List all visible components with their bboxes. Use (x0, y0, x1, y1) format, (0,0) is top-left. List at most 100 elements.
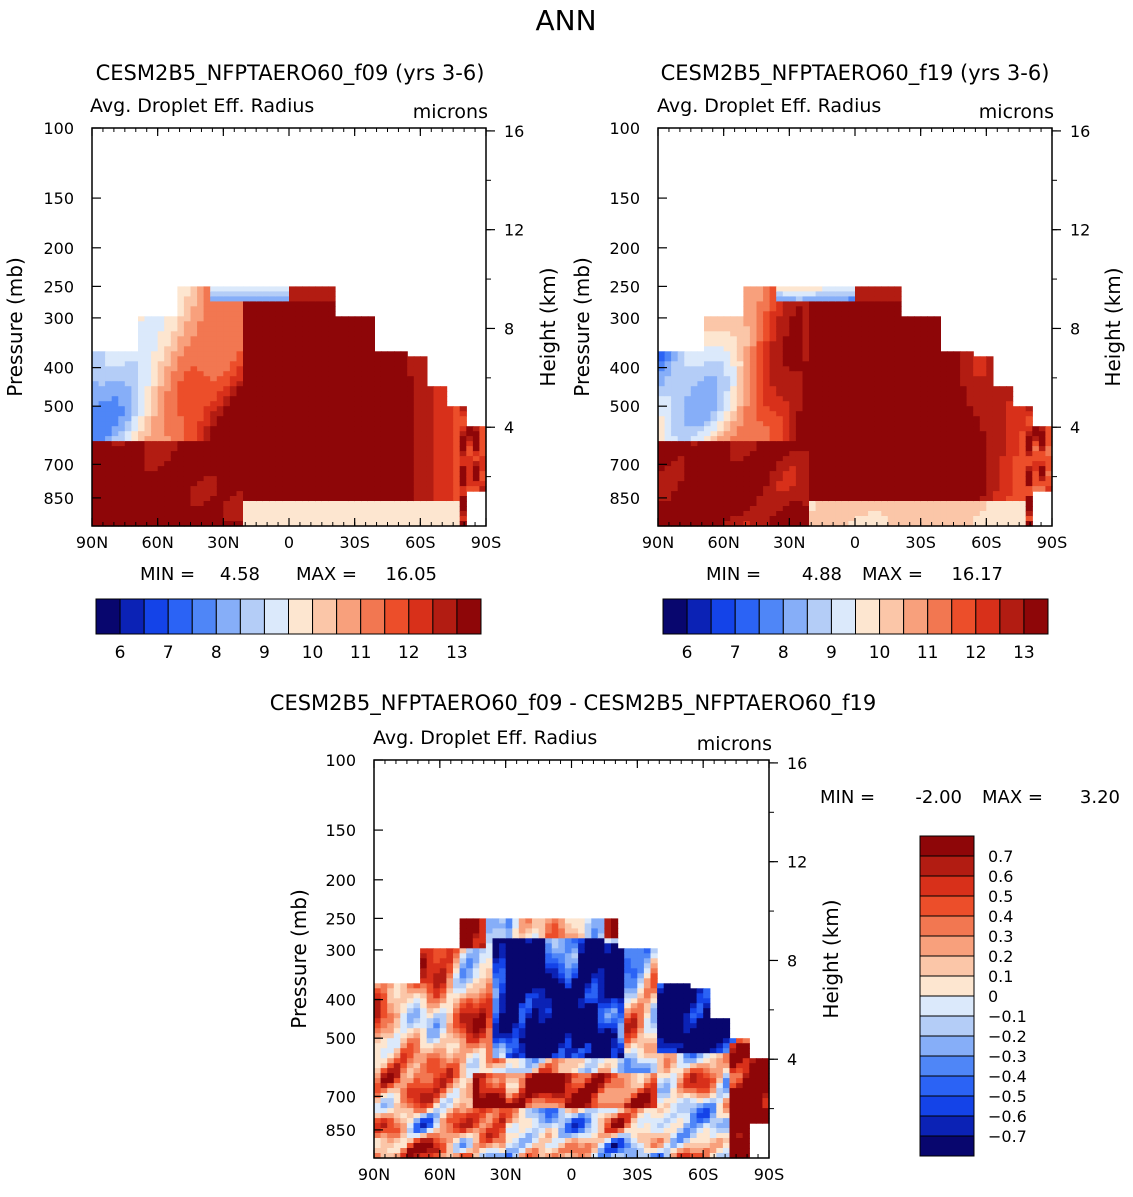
contour-cell (151, 376, 159, 382)
contour-cell (157, 356, 165, 362)
contour-cell (894, 346, 902, 352)
contour-cell (354, 516, 362, 522)
contour-cell (367, 331, 375, 337)
contour-cell (697, 501, 705, 507)
contour-cell (756, 311, 764, 317)
contour-cell (157, 466, 165, 472)
contour-cell (131, 361, 139, 367)
contour-cell (704, 341, 712, 347)
contour-cell (933, 481, 941, 487)
contour-cell (105, 376, 113, 382)
contour-cell (671, 391, 679, 397)
contour-cell (302, 411, 310, 417)
contour-cell (749, 321, 758, 327)
contour-cell (677, 516, 685, 522)
contour-cell (420, 446, 428, 452)
contour-cell (763, 286, 771, 292)
contour-cell (717, 466, 725, 472)
contour-cell (684, 481, 692, 487)
contour-cell (828, 316, 836, 322)
contour-cell (920, 351, 928, 357)
contour-cell (986, 421, 994, 427)
contour-cell (138, 406, 146, 412)
contour-cell (999, 471, 1007, 477)
contour-cell (144, 331, 152, 337)
contour-cell (92, 471, 100, 477)
contour-cell (144, 326, 152, 332)
contour-cell (822, 286, 830, 292)
contour-cell (664, 391, 672, 397)
contour-cell (671, 446, 679, 452)
contour-cell (789, 471, 797, 477)
contour-cell (710, 506, 718, 512)
contour-cell (138, 341, 146, 347)
contour-cell (361, 466, 369, 472)
contour-cell (743, 401, 751, 407)
contour-cell (717, 401, 725, 407)
contour-cell (170, 356, 178, 362)
contour-cell (809, 356, 817, 362)
contour-cell (743, 336, 751, 342)
contour-cell (367, 486, 375, 492)
contour-cell (749, 386, 758, 392)
contour-cell (723, 496, 731, 502)
contour-cell (105, 416, 113, 422)
contour-cell (138, 381, 146, 387)
contour-cell (131, 406, 139, 412)
contour-cell (433, 451, 441, 457)
contour-cell (795, 291, 804, 297)
contour-cell (822, 456, 830, 462)
contour-cell (749, 381, 758, 387)
contour-cell (809, 376, 817, 382)
contour-cell (328, 296, 336, 302)
contour-cell (118, 386, 126, 392)
contour-cell (315, 471, 323, 477)
contour-cell (841, 441, 850, 447)
contour-cell (190, 441, 198, 447)
contour-cell (354, 376, 362, 382)
contour-cell (138, 336, 146, 342)
contour-cell (216, 391, 224, 397)
contour-cell (835, 311, 843, 317)
contour-cell (927, 346, 935, 352)
contour-cell (664, 501, 672, 507)
contour-cell (835, 426, 843, 432)
contour-cell (828, 406, 836, 412)
contour-cell (249, 381, 257, 387)
contour-cell (979, 381, 987, 387)
contour-cell (341, 361, 349, 367)
contour-cell (907, 386, 915, 392)
contour-cell (828, 516, 836, 522)
contour-cell (822, 341, 830, 347)
contour-cell (289, 346, 297, 352)
contour-cell (953, 496, 961, 502)
contour-cell (118, 356, 126, 362)
contour-cell (380, 491, 389, 497)
contour-cell (920, 366, 928, 372)
contour-cell (183, 446, 192, 452)
contour-cell (881, 381, 889, 387)
contour-cell (841, 381, 850, 387)
contour-cell (440, 426, 448, 432)
contour-cell (874, 506, 882, 512)
contour-cell (190, 411, 198, 417)
contour-cell (841, 496, 850, 502)
contour-cell (795, 386, 804, 392)
contour-cell (749, 441, 758, 447)
contour-cell (940, 421, 948, 427)
contour-cell (677, 491, 685, 497)
contour-cell (361, 491, 369, 497)
contour-cell (335, 381, 343, 387)
contour-cell (927, 511, 935, 517)
contour-cell (223, 436, 231, 442)
contour-cell (697, 511, 705, 517)
contour-cell (229, 316, 238, 322)
contour-cell (658, 511, 666, 517)
contour-cell (282, 291, 290, 297)
contour-cell (348, 491, 356, 497)
contour-cell (243, 296, 251, 302)
contour-cell (308, 381, 316, 387)
contour-cell (907, 441, 915, 447)
contour-cell (756, 376, 764, 382)
contour-cell (973, 501, 981, 507)
